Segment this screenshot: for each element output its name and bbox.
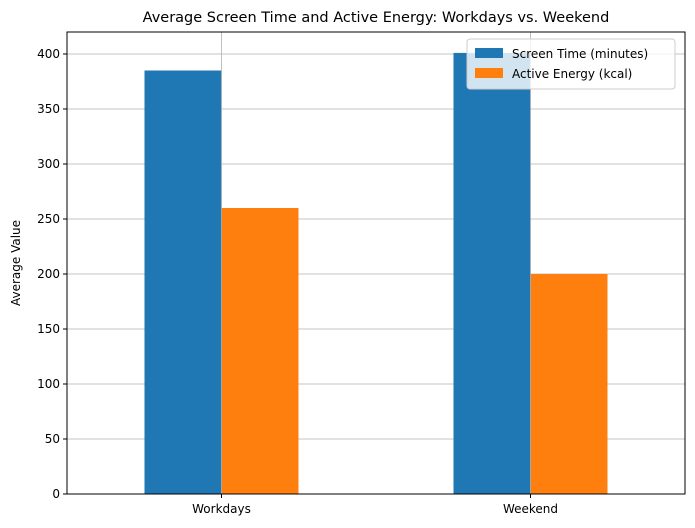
- y-tick-label: 200: [37, 267, 60, 281]
- chart-title: Average Screen Time and Active Energy: W…: [143, 10, 610, 26]
- x-tick-label: Workdays: [192, 502, 251, 516]
- plot-frame: [66, 31, 686, 495]
- legend-box: [466, 38, 676, 90]
- x-tick-label: Weekend: [503, 502, 558, 516]
- y-tick-label: 300: [37, 157, 60, 171]
- y-axis-label: Average Value: [9, 220, 23, 306]
- legend-swatch: [475, 68, 503, 78]
- bar: [453, 52, 531, 495]
- y-tick-label: 100: [37, 377, 60, 391]
- y-tick-label: 0: [52, 487, 60, 501]
- x-axis-ticks: Workdays Weekend: [192, 494, 558, 516]
- legend-entry: Active Energy (kcal): [512, 67, 632, 81]
- legend: Screen Time (minutes) Active Energy (kcal…: [466, 38, 676, 90]
- bar: [221, 208, 299, 494]
- y-tick-label: 400: [37, 47, 60, 61]
- legend-swatch: [475, 48, 503, 58]
- y-tick-label: 150: [37, 322, 60, 336]
- y-tick-label: 350: [37, 102, 60, 116]
- bar: [144, 70, 222, 494]
- y-tick-label: 50: [45, 432, 60, 446]
- x-grid-lines: [221, 32, 531, 494]
- bar: [530, 274, 608, 494]
- bars: [144, 52, 608, 495]
- legend-entry: Screen Time (minutes): [512, 47, 648, 61]
- y-axis-ticks: 0 50 100 150 200 250 300 350 400: [37, 47, 67, 501]
- y-tick-label: 250: [37, 212, 60, 226]
